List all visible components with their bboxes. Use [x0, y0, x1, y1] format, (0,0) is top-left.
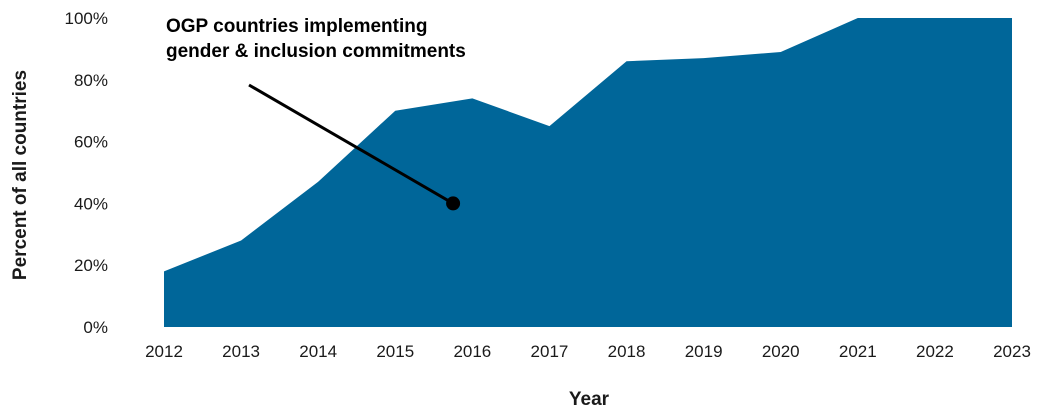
y-tick-label: 80% — [74, 71, 108, 90]
x-tick-label: 2020 — [762, 342, 800, 361]
annotation-line-2: gender & inclusion commitments — [166, 41, 466, 62]
y-tick-label: 60% — [74, 133, 108, 152]
annotation-line-1: OGP countries implementing — [166, 16, 427, 37]
x-tick-label: 2014 — [299, 342, 337, 361]
x-tick-label: 2016 — [453, 342, 491, 361]
y-tick-label: 20% — [74, 256, 108, 275]
y-tick-label: 100% — [65, 9, 108, 28]
x-tick-label: 2012 — [145, 342, 183, 361]
x-axis-title: Year — [569, 389, 610, 407]
y-tick-label: 40% — [74, 194, 108, 213]
x-tick-label: 2019 — [685, 342, 723, 361]
annotation-dot — [446, 196, 461, 211]
x-tick-label: 2022 — [916, 342, 954, 361]
area-series — [164, 18, 1012, 327]
x-tick-labels: 2012 2013 2014 2015 2016 2017 2018 2019 2020 2021… — [145, 342, 1031, 361]
y-tick-labels: 0% 20% 40% 60% 80% 100% — [65, 9, 108, 337]
y-tick-label: 0% — [83, 318, 108, 337]
x-tick-label: 2013 — [222, 342, 260, 361]
annotation-pointer — [248, 83, 454, 205]
x-tick-label: 2015 — [376, 342, 414, 361]
x-tick-label: 2018 — [608, 342, 646, 361]
x-tick-label: 2021 — [839, 342, 877, 361]
annotation: OGP countries implementing gender & incl… — [166, 16, 466, 211]
x-tick-label: 2023 — [993, 342, 1031, 361]
area-layer — [164, 18, 1012, 327]
x-tick-label: 2017 — [531, 342, 569, 361]
y-axis-title: Percent of all countries — [10, 70, 31, 280]
